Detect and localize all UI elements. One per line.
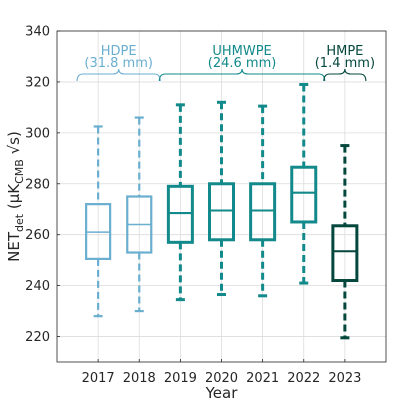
box-2021 <box>249 104 277 298</box>
iqr-box-2023 <box>331 224 359 283</box>
box-2023 <box>331 144 359 340</box>
iqr-box-2019 <box>166 184 194 244</box>
group-name-uhmwpe: UHMWPE <box>212 44 271 59</box>
box-2018 <box>126 116 153 313</box>
group-detail-hmpe: (1.4 mm) <box>315 56 375 71</box>
grid-lines <box>57 30 386 362</box>
x-axis-label: Year <box>205 384 239 402</box>
group-detail-hdpe: (31.8 mm) <box>84 56 153 71</box>
box-series <box>85 82 359 340</box>
box-2022 <box>290 82 318 285</box>
y-axis-label-main: NET <box>5 231 23 262</box>
x-tick-labels: 2017 2018 2019 2020 2021 2022 2023 <box>82 359 361 386</box>
y-tick-label-220: 220 <box>25 330 50 345</box>
y-axis-label-paren: ( <box>5 203 23 214</box>
box-2019 <box>166 103 194 302</box>
x-tick-label-2020: 2020 <box>205 371 238 386</box>
box-2020 <box>208 100 235 297</box>
y-tick-label-300: 300 <box>25 126 50 141</box>
x-tick-label-2023: 2023 <box>328 371 361 386</box>
box-2017 <box>85 125 112 318</box>
y-axis-label-unit: μK <box>5 183 23 204</box>
iqr-box-2020 <box>208 182 235 242</box>
group-name-hdpe: HDPE <box>101 44 137 59</box>
y-tick-label-260: 260 <box>25 228 50 243</box>
material-group-annotations: HDPE(31.8 mm)UHMWPE(24.6 mm)HMPE(1.4 mm) <box>76 44 375 82</box>
y-axis-label-tail: √s) <box>5 131 23 159</box>
group-name-hmpe: HMPE <box>326 44 363 59</box>
x-tick-label-2019: 2019 <box>164 371 197 386</box>
group-uhmwpe: UHMWPE(24.6 mm) <box>158 44 326 82</box>
y-tick-label-320: 320 <box>25 75 50 90</box>
y-tick-label-240: 240 <box>25 279 50 294</box>
y-axis-label: NETdet (μKCMB √s) <box>5 131 26 262</box>
group-hmpe: HMPE(1.4 mm) <box>315 44 375 82</box>
y-tick-label-280: 280 <box>25 177 50 192</box>
x-tick-label-2018: 2018 <box>123 371 156 386</box>
group-hdpe: HDPE(31.8 mm) <box>76 44 161 82</box>
x-tick-label-2021: 2021 <box>246 371 279 386</box>
group-detail-uhmwpe: (24.6 mm) <box>208 56 277 71</box>
group-brace-hmpe <box>323 68 367 82</box>
group-brace-hdpe <box>76 68 161 82</box>
y-axis-label-sub2: CMB <box>13 159 26 184</box>
x-tick-label-2017: 2017 <box>82 371 115 386</box>
x-tick-label-2022: 2022 <box>287 371 320 386</box>
y-tick-labels: 220 240 260 280 300 320 340 <box>25 25 60 345</box>
y-tick-label-340: 340 <box>25 25 50 40</box>
group-brace-uhmwpe <box>158 68 326 82</box>
iqr-box-2022 <box>290 165 318 224</box>
iqr-box-2021 <box>249 182 277 242</box>
y-axis-label-sub1: det <box>13 213 26 232</box>
